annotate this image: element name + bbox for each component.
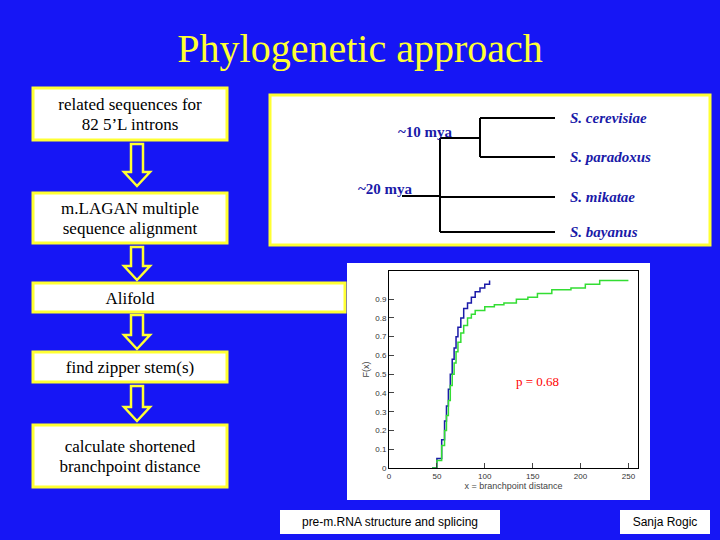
svg-text:0: 0 bbox=[382, 464, 387, 473]
svg-text:0.8: 0.8 bbox=[375, 314, 387, 323]
svg-text:related sequences for: related sequences for bbox=[58, 95, 202, 114]
svg-text:Phylogenetic approach: Phylogenetic approach bbox=[177, 26, 542, 71]
svg-text:50: 50 bbox=[432, 472, 441, 481]
svg-text:S. paradoxus: S. paradoxus bbox=[570, 149, 651, 165]
svg-text:0.2: 0.2 bbox=[375, 426, 387, 435]
svg-text:find zipper stem(s): find zipper stem(s) bbox=[66, 358, 194, 377]
svg-text:~20 mya: ~20 mya bbox=[358, 181, 413, 197]
svg-text:0.4: 0.4 bbox=[375, 389, 387, 398]
svg-text:0.1: 0.1 bbox=[375, 445, 387, 454]
svg-text:250: 250 bbox=[622, 472, 636, 481]
svg-text:200: 200 bbox=[574, 472, 588, 481]
svg-text:m.LAGAN multiple: m.LAGAN multiple bbox=[61, 199, 199, 218]
svg-text:0.5: 0.5 bbox=[375, 370, 387, 379]
svg-text:S. mikatae: S. mikatae bbox=[570, 189, 635, 205]
svg-text:100: 100 bbox=[478, 472, 492, 481]
svg-text:Alifold: Alifold bbox=[105, 289, 155, 308]
svg-text:0.6: 0.6 bbox=[375, 351, 387, 360]
svg-text:0.7: 0.7 bbox=[375, 332, 387, 341]
svg-text:150: 150 bbox=[526, 472, 540, 481]
svg-text:branchpoint distance: branchpoint distance bbox=[59, 457, 200, 476]
svg-text:~10 mya: ~10 mya bbox=[398, 124, 453, 140]
svg-text:x = branchpoint distance: x = branchpoint distance bbox=[465, 481, 563, 491]
svg-text:0.9: 0.9 bbox=[375, 295, 387, 304]
svg-text:S. cerevisiae: S. cerevisiae bbox=[570, 110, 647, 126]
svg-text:p = 0.68: p = 0.68 bbox=[516, 374, 559, 389]
svg-text:sequence alignment: sequence alignment bbox=[63, 219, 198, 238]
svg-text:S. bayanus: S. bayanus bbox=[570, 224, 638, 240]
svg-text:0.3: 0.3 bbox=[375, 408, 387, 417]
svg-text:0: 0 bbox=[387, 472, 392, 481]
html-text:pre-m.RNA structure and splici: pre-m.RNA structure and splicing bbox=[302, 515, 478, 529]
svg-text:calculate shortened: calculate shortened bbox=[65, 437, 196, 456]
svg-text:82 5’L introns: 82 5’L introns bbox=[82, 115, 179, 134]
html-text:Sanja Rogic: Sanja Rogic bbox=[632, 515, 698, 529]
svg-text:F(x): F(x) bbox=[361, 362, 371, 378]
